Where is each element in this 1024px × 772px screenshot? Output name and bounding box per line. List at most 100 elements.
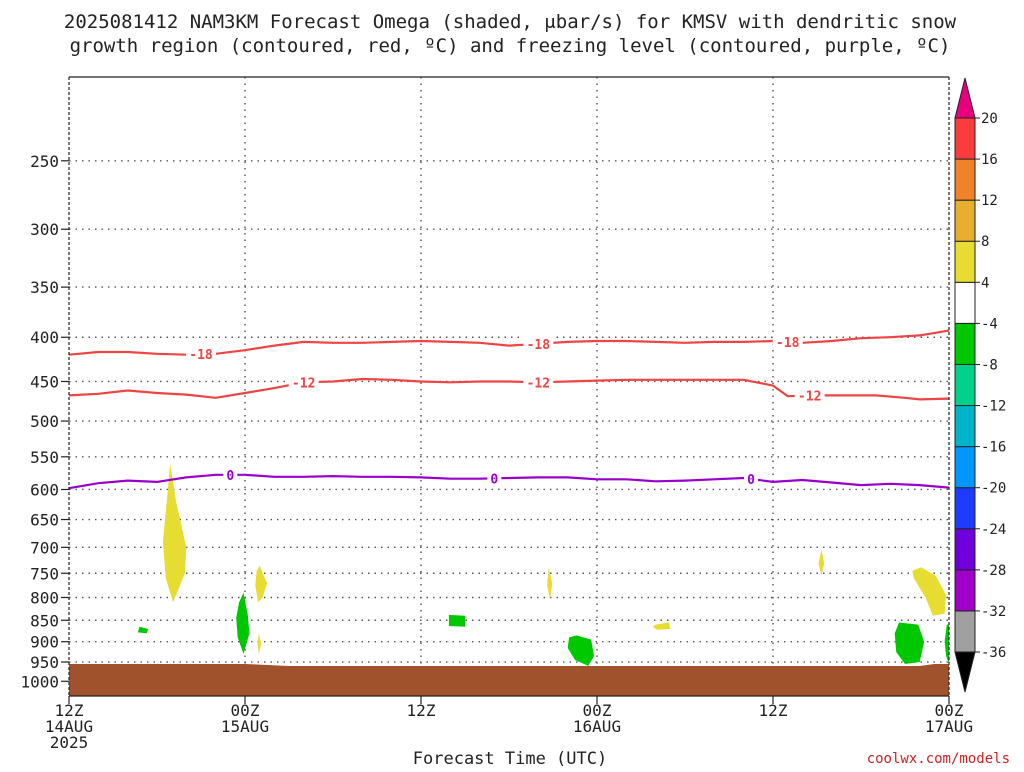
colorbar-label: 20	[981, 111, 998, 127]
contour-label-bg	[223, 466, 238, 483]
x-tick-label: 00Z	[231, 701, 260, 720]
colorbar-swatch	[954, 487, 976, 530]
contour-line	[68, 473, 950, 490]
x-axis-title: Forecast Time (UTC)	[413, 749, 607, 768]
contour-label: -18	[527, 338, 551, 353]
ground-area	[69, 663, 949, 696]
colorbar-swatch	[954, 322, 976, 365]
y-tick-label: 350	[30, 278, 59, 297]
y-tick-label: 1000	[20, 672, 59, 691]
y-tick-label: 900	[30, 633, 59, 652]
colorbar-label: 8	[981, 234, 989, 250]
omega-region	[912, 567, 947, 616]
colorbar-label: -28	[981, 563, 1006, 579]
y-tick-label: 800	[30, 588, 59, 607]
colorbar-max-arrow	[954, 77, 976, 119]
colorbar-swatch	[954, 528, 976, 571]
x-tick-label: 17AUG	[925, 717, 973, 736]
source-credit: coolwx.com/models	[867, 751, 1010, 767]
y-axis-ticks: 250 300 350 400 450 500 550 600 650 700 750 800 850 9…	[20, 152, 69, 691]
y-tick-label: 300	[30, 220, 59, 239]
y-tick-label: 600	[30, 480, 59, 499]
y-tick-label: 250	[30, 152, 59, 171]
plot-frame	[68, 76, 950, 697]
contour-label-bg	[772, 333, 803, 350]
omega-region	[255, 565, 267, 603]
x-tick-label: 15AUG	[221, 717, 269, 736]
omega-region	[257, 633, 262, 654]
colorbar-label: -24	[981, 522, 1006, 538]
colorbar-label: -8	[981, 357, 998, 373]
contour-label: -12	[527, 376, 550, 391]
contour-label: 0	[747, 473, 755, 488]
x-tick-label: 12Z	[759, 701, 788, 720]
colorbar-label: 12	[981, 193, 998, 209]
colorbar-swatch	[954, 569, 976, 612]
colorbar-swatch	[954, 281, 976, 324]
chart-title-line1: 2025081412 NAM3KM Forecast Omega (shaded…	[64, 11, 957, 33]
omega-region	[818, 550, 825, 576]
contour-label: -18	[189, 348, 213, 363]
y-tick-label: 450	[30, 372, 59, 391]
y-tick-label: 750	[30, 564, 59, 583]
colorbar-swatch	[954, 117, 976, 160]
x-tick-label: 16AUG	[573, 717, 621, 736]
x-tick-label: 12Z	[407, 701, 436, 720]
colorbar-swatch	[954, 363, 976, 407]
contour-label: 0	[490, 472, 498, 487]
colorbar-swatch	[954, 240, 976, 283]
contour-label-bg	[523, 374, 554, 391]
y-tick-label: 400	[30, 328, 59, 347]
contour-label: 0	[226, 469, 234, 484]
chart-title-line2: growth region (contoured, red, ºC) and f…	[70, 35, 951, 57]
omega-region	[137, 626, 149, 634]
contour-label-bg	[523, 335, 554, 352]
colorbar-label: 16	[981, 152, 998, 168]
x-tick-label: 2025	[50, 733, 89, 752]
y-tick-label: 500	[30, 412, 59, 431]
x-tick-label: 12Z	[55, 701, 84, 720]
colorbar-swatch	[954, 610, 976, 653]
colorbar-label: 4	[981, 275, 989, 291]
grid	[69, 77, 949, 696]
contour-label: -18	[776, 336, 800, 351]
omega-region	[547, 568, 553, 600]
contour-label-bg	[288, 374, 319, 391]
y-tick-label: 850	[30, 611, 59, 630]
temperature-contours: -18 -18 -18 -12 -12 -12 0 0 0	[68, 329, 950, 490]
x-tick-label: 00Z	[935, 701, 964, 720]
contour-label-bg	[186, 346, 216, 363]
colorbar-label: -12	[981, 399, 1006, 415]
y-tick-label: 550	[30, 448, 59, 467]
contour-label-bg	[744, 471, 758, 488]
omega-region	[567, 635, 595, 666]
x-tick-label: 00Z	[583, 701, 612, 720]
omega-region	[448, 614, 465, 627]
colorbar-swatch	[954, 446, 976, 489]
omega-region	[944, 624, 949, 664]
omega-shading	[137, 463, 949, 666]
x-tick-label: 14AUG	[45, 717, 93, 736]
colorbar-swatch	[954, 199, 976, 242]
colorbar-swatch	[954, 405, 976, 448]
omega-region	[894, 622, 925, 664]
contour-label-bg	[487, 470, 502, 487]
colorbar-swatch	[954, 158, 976, 201]
colorbar-label: -16	[981, 440, 1006, 456]
ground-fill	[69, 663, 949, 696]
y-tick-label: 650	[30, 511, 59, 530]
contour-label-bg	[794, 387, 825, 404]
colorbar: -36 -32 -28 -24 -20 -16 -12 -8 -4 4 8 12 16 20	[954, 77, 1006, 693]
y-tick-label: 700	[30, 538, 59, 557]
colorbar-label: -4	[981, 316, 998, 332]
colorbar-label: -36	[981, 645, 1006, 661]
omega-region	[652, 622, 671, 630]
colorbar-label: -20	[981, 481, 1006, 497]
contour-label: -12	[798, 390, 821, 405]
contour-label: -12	[292, 376, 315, 391]
y-tick-label: 950	[30, 653, 59, 672]
omega-region	[162, 463, 187, 603]
